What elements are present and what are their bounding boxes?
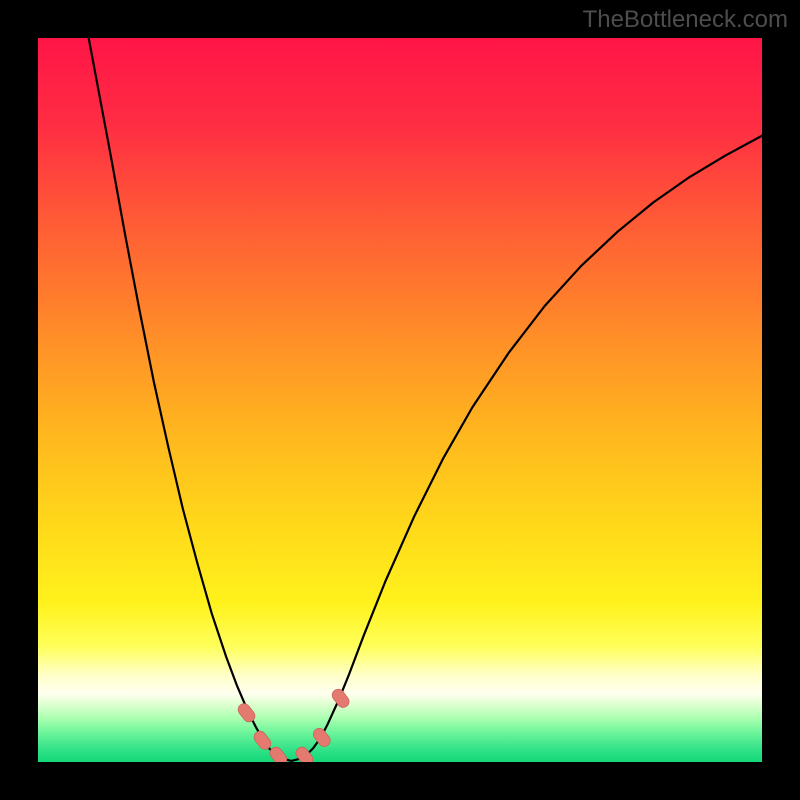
chart-container: TheBottleneck.com [0,0,800,800]
watermark-text: TheBottleneck.com [583,6,788,34]
chart-svg [0,0,800,800]
gradient-background [38,38,762,762]
